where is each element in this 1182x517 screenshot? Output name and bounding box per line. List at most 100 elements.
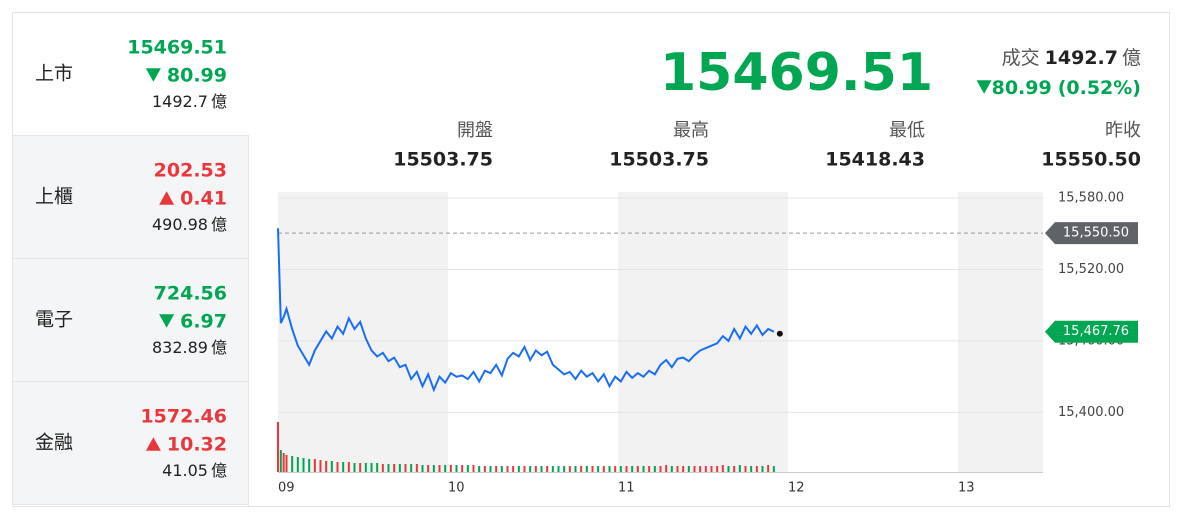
- session-band: [618, 192, 788, 472]
- index-name: 電子: [35, 309, 73, 331]
- change-arrow: [145, 437, 161, 451]
- volume-bar: [755, 466, 758, 472]
- index-name: 上櫃: [35, 186, 73, 208]
- volume-bar: [568, 466, 571, 472]
- x-tick-label: 09: [278, 481, 295, 496]
- volume-bar: [608, 466, 611, 472]
- y-tick-label: 15,400.00: [1058, 405, 1124, 420]
- index-name: 金融: [35, 432, 73, 454]
- index-volume: 832.89 億: [152, 338, 227, 357]
- volume-bar: [427, 465, 430, 472]
- stat-label: 昨收: [1105, 120, 1141, 141]
- volume-bar: [353, 463, 356, 472]
- volume-bar: [699, 466, 702, 472]
- index-price: 15469.51: [127, 37, 227, 59]
- last-tag: [1045, 320, 1138, 343]
- volume-value: 41.05: [162, 461, 208, 480]
- volume-bar: [585, 466, 588, 472]
- index-change: 80.99: [167, 65, 227, 87]
- volume-bar: [546, 466, 549, 472]
- index-name: 上市: [35, 63, 73, 85]
- change-pct: (0.52%): [1058, 77, 1141, 99]
- volume-bar: [455, 465, 458, 472]
- stat-label: 開盤: [457, 120, 493, 141]
- stat-value: 15503.75: [393, 149, 493, 171]
- volume-bar: [279, 450, 282, 472]
- volume-bar: [761, 466, 764, 472]
- volume-bar: [529, 466, 532, 472]
- volume-bar: [444, 465, 447, 472]
- last-tag-label: 15,467.76: [1063, 324, 1129, 339]
- volume-unit: 億: [211, 215, 227, 234]
- volume-bar: [319, 460, 322, 472]
- volume-value: 832.89: [152, 338, 208, 357]
- volume-bar: [489, 466, 492, 472]
- sidebar-item[interactable]: [13, 136, 248, 258]
- volume-bar: [381, 464, 384, 472]
- volume-bar: [733, 466, 736, 472]
- reference-tag: [1045, 222, 1138, 245]
- volume-bar: [313, 459, 316, 472]
- volume-bar: [540, 466, 543, 472]
- volume-unit: 億: [211, 92, 227, 111]
- volume-bar: [282, 453, 285, 472]
- volume-bar: [523, 466, 526, 472]
- volume-bar: [642, 466, 645, 472]
- index-volume: 41.05 億: [162, 461, 227, 480]
- volume-bar: [574, 466, 577, 472]
- volume-bar: [336, 462, 339, 472]
- change-value: 80.99: [992, 77, 1052, 99]
- main-price: 15469.51: [660, 43, 933, 103]
- sidebar-item[interactable]: [13, 382, 248, 504]
- index-change: 0.41: [180, 188, 227, 210]
- volume-bar: [631, 466, 634, 472]
- y-tick-label: 15,580.00: [1058, 190, 1124, 205]
- volume-bar: [710, 466, 713, 472]
- volume-unit: 億: [211, 338, 227, 357]
- volume-bar: [704, 466, 707, 472]
- volume-bar: [370, 463, 373, 472]
- volume-bar: [466, 465, 469, 472]
- volume-bar: [432, 465, 435, 472]
- volume-unit: 億: [211, 461, 227, 480]
- volume-bar: [517, 466, 520, 472]
- volume-bar: [421, 465, 424, 472]
- volume-bar: [716, 466, 719, 472]
- volume-bar: [325, 461, 328, 472]
- stat-label: 最高: [673, 120, 709, 141]
- volume-bar: [404, 464, 407, 472]
- volume-bar: [495, 466, 498, 472]
- volume-bar: [602, 466, 605, 472]
- volume-bar: [682, 466, 685, 472]
- volume-bar: [738, 465, 741, 472]
- volume-bar: [376, 463, 379, 472]
- volume-bar: [342, 462, 345, 472]
- header-volume: 成交 1492.7 億: [1002, 47, 1141, 69]
- volume-bar: [580, 466, 583, 472]
- volume-bar: [472, 465, 475, 472]
- volume-bar: [410, 464, 413, 472]
- volume-label: 成交: [1002, 47, 1040, 69]
- volume-bar: [483, 466, 486, 472]
- volume-bar: [296, 457, 299, 472]
- last-point: [776, 330, 783, 337]
- volume-bar: [347, 462, 350, 472]
- volume-bar: [449, 465, 452, 472]
- sidebar-item[interactable]: [13, 259, 248, 381]
- volume-bar: [625, 466, 628, 472]
- volume-bar: [744, 466, 747, 472]
- volume-bar: [393, 464, 396, 472]
- x-tick-label: 11: [618, 481, 635, 496]
- change-arrow: [159, 191, 175, 205]
- volume-bar: [727, 466, 730, 472]
- volume-bar: [591, 466, 594, 472]
- volume-bar: [291, 456, 294, 472]
- volume-bar: [534, 466, 537, 472]
- change-arrow: [159, 314, 175, 328]
- volume-bar: [721, 465, 724, 472]
- sidebar-item[interactable]: [13, 13, 248, 135]
- volume-bar: [653, 466, 656, 472]
- x-tick-label: 13: [958, 481, 975, 496]
- volume-bar: [693, 466, 696, 472]
